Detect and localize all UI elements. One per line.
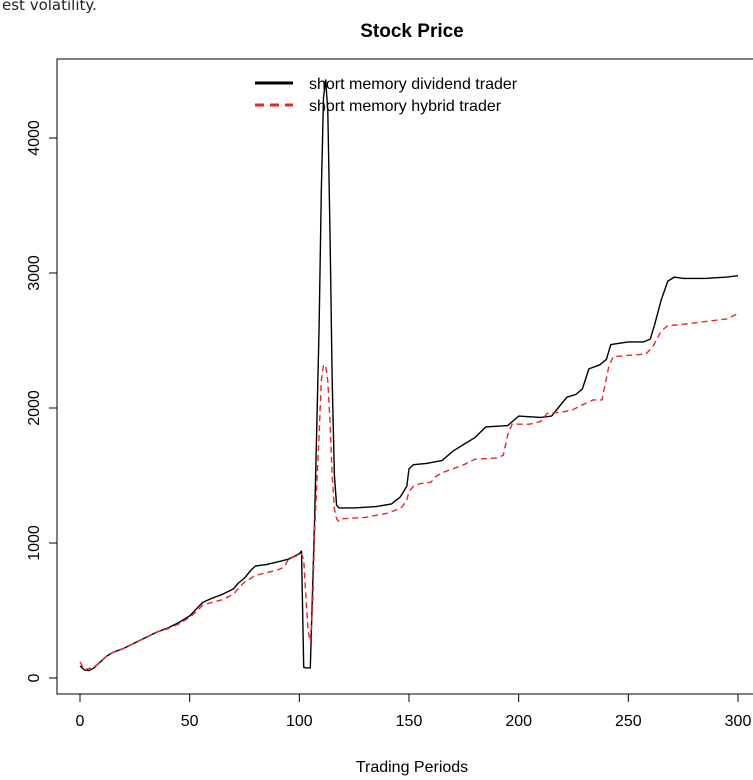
x-axis: 0 50 100 150 200 250 300 [76, 693, 752, 730]
y-axis: 0 1000 2000 3000 4000 [26, 120, 58, 682]
legend: short memory dividend trader short memory… [255, 76, 518, 115]
x-tick-label: 250 [615, 713, 642, 730]
legend-label-1: short memory dividend trader [309, 76, 518, 93]
y-tick-label: 4000 [26, 120, 43, 156]
x-tick-label: 0 [76, 713, 85, 730]
x-axis-label: Trading Periods [356, 759, 468, 776]
plot-box [56, 58, 753, 695]
chart-title: Stock Price [360, 21, 464, 42]
series-line-2 [79, 312, 739, 671]
y-tick-label: 3000 [26, 255, 43, 291]
legend-label-2: short memory hybrid trader [309, 98, 502, 115]
caption-fragment: est volatility. [2, 0, 97, 14]
x-tick-label: 150 [396, 713, 423, 730]
y-tick-label: 2000 [26, 390, 43, 426]
x-tick-label: 100 [286, 713, 313, 730]
series-line-1 [79, 79, 739, 672]
y-tick-label: 0 [26, 673, 43, 682]
y-tick-label: 1000 [26, 525, 43, 561]
x-tick-label: 300 [725, 713, 752, 730]
x-tick-label: 50 [181, 713, 199, 730]
x-tick-label: 200 [505, 713, 532, 730]
series-lines [79, 79, 739, 672]
